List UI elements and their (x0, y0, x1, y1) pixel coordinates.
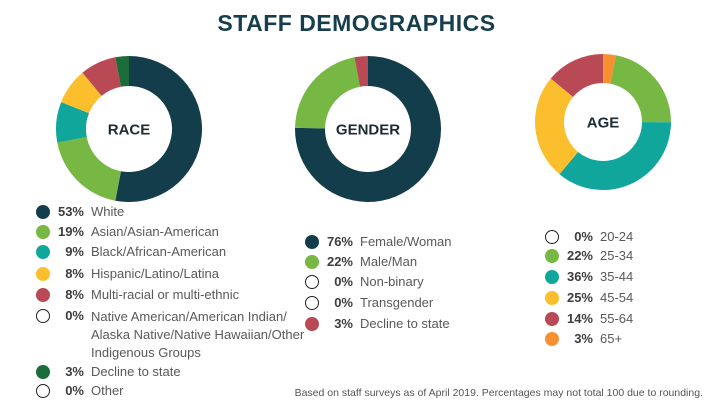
legend-label: Asian/Asian-American (91, 224, 219, 239)
donut-slice-female-woman (295, 56, 441, 202)
legend-percent: 3% (65, 364, 84, 379)
legend-label: Black/African-American (91, 244, 227, 259)
legend-marker (545, 291, 559, 305)
legend-label: 20-24 (600, 229, 634, 244)
legend-marker (305, 317, 319, 331)
legend-label: White (91, 204, 125, 219)
legend-percent: 0% (574, 229, 593, 244)
donut-slice-male-man (295, 57, 361, 129)
legend-percent: 14% (566, 311, 593, 326)
legend-marker (305, 255, 319, 269)
legend-marker (545, 332, 559, 346)
donut-center-label: RACE (108, 121, 151, 138)
legend-marker (36, 288, 50, 302)
legend-percent: 53% (57, 204, 84, 219)
donut-slice-decline-to-state (354, 56, 368, 87)
legend-marker (36, 309, 50, 323)
donut-slice-black-african-american (56, 102, 90, 143)
legend-label: Non-binary (360, 274, 424, 289)
legend-label: Hispanic/Latino/Latina (91, 266, 219, 281)
footnote: Based on staff surveys as of April 2019.… (294, 387, 703, 399)
legend-marker (545, 230, 559, 244)
legend-label: Multi-racial or multi-ethnic (91, 287, 240, 302)
legend-percent: 8% (65, 266, 84, 281)
legend-label: Other (91, 383, 124, 398)
legend-marker (36, 267, 50, 281)
donut-slice-45-54 (535, 78, 579, 175)
legend-percent: 9% (65, 244, 84, 259)
legend-label: 25-34 (600, 248, 634, 263)
legend-percent: 25% (566, 290, 593, 305)
legend-percent: 76% (326, 234, 353, 249)
legend-percent: 3% (334, 316, 353, 331)
legend-label: Decline to state (360, 316, 450, 331)
legend-label: Female/Woman (360, 234, 452, 249)
donut-slice-65 (603, 54, 616, 84)
legend-label: 45-54 (600, 290, 634, 305)
donut-slice-asian-asian-american (57, 137, 121, 201)
legend-marker (545, 312, 559, 326)
legend-percent: 0% (334, 295, 353, 310)
legend-marker (36, 205, 50, 219)
legend-label: 55-64 (600, 311, 634, 326)
legend-marker (545, 249, 559, 263)
legend-percent: 3% (574, 331, 593, 346)
legend-label: Transgender (360, 295, 434, 310)
donut-slice-35-44 (559, 122, 671, 191)
legend-marker (36, 245, 50, 259)
age-donut-chart: AGE (535, 54, 671, 191)
legend-marker (36, 225, 50, 239)
legend-marker (305, 275, 319, 289)
donut-slice-55-64 (550, 54, 604, 98)
legend-marker (305, 296, 319, 310)
donut-slice-decline-to-state (115, 56, 129, 87)
legend-marker (545, 270, 559, 284)
legend-percent: 0% (65, 383, 84, 398)
race-donut-chart: RACE (56, 56, 202, 202)
donut-slice-hispanic-latino-latina (61, 72, 102, 114)
legend-percent: 36% (566, 269, 593, 284)
legend-label: 35-44 (600, 269, 634, 284)
gender-donut-chart: GENDER (295, 56, 441, 202)
donut-slice-multi-racial-or-multi-ethnic (82, 57, 121, 96)
legend-marker (36, 384, 50, 398)
donut-center-label: AGE (587, 114, 620, 131)
chart-title: STAFF DEMOGRAPHICS (217, 10, 496, 36)
donut-center-label: GENDER (336, 121, 400, 138)
legend-label: Native American/American Indian/ Alaska … (91, 309, 305, 360)
donut-slice-25-34 (610, 55, 671, 123)
legend-percent: 22% (566, 248, 593, 263)
legend-label: Male/Man (360, 254, 418, 269)
legend-label: Decline to state (91, 364, 181, 379)
legend-percent: 0% (65, 308, 84, 323)
legend-marker (305, 235, 319, 249)
legend-percent: 19% (57, 224, 84, 239)
legend-percent: 8% (65, 287, 84, 302)
legend-percent: 22% (326, 254, 353, 269)
legend-marker (36, 365, 50, 379)
legend-percent: 0% (334, 274, 353, 289)
donut-slice-white (115, 56, 202, 202)
legend-label: 65+ (600, 331, 623, 346)
